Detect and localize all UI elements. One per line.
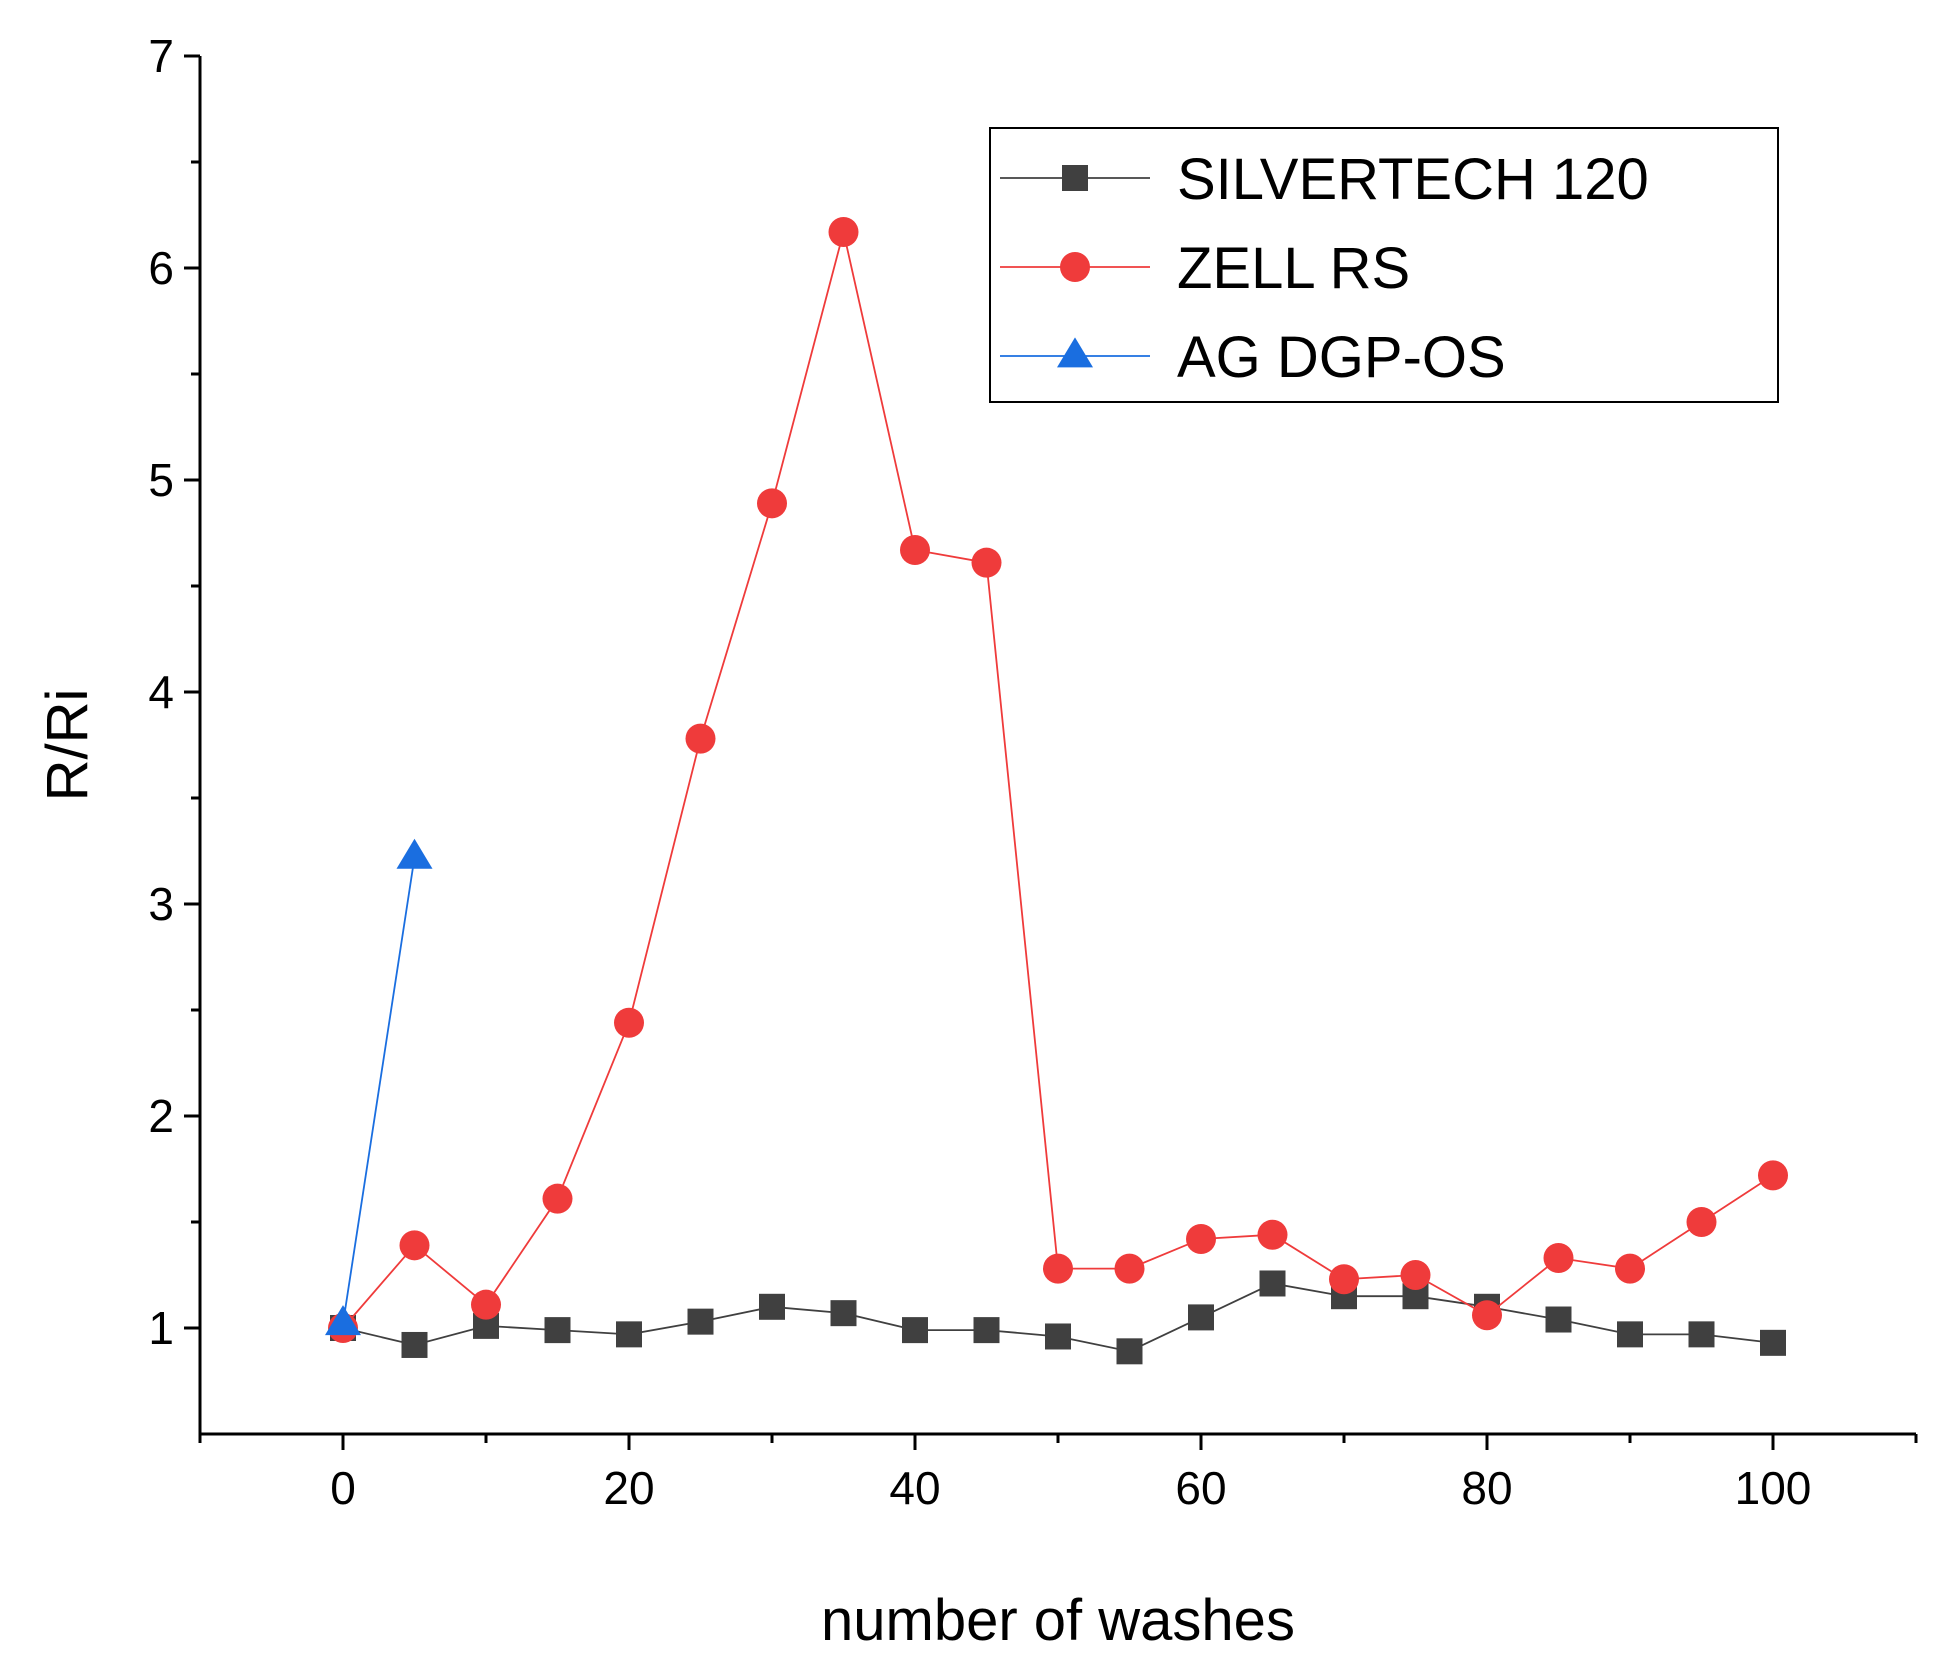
data-point-silvertech-120 <box>687 1308 714 1335</box>
data-point-silvertech-120 <box>973 1317 1000 1344</box>
data-point-zell-rs <box>971 547 1002 578</box>
data-point-zell-rs <box>900 534 930 565</box>
data-point-silvertech-120 <box>401 1331 428 1358</box>
x-tick-label: 60 <box>1175 1462 1226 1514</box>
legend-marker <box>1057 337 1093 368</box>
data-point-silvertech-120 <box>1688 1321 1715 1348</box>
data-point-zell-rs <box>757 488 787 519</box>
data-point-zell-rs <box>1257 1219 1288 1250</box>
data-point-zell-rs <box>685 723 716 754</box>
data-point-zell-rs <box>1329 1264 1359 1295</box>
data-point-silvertech-120 <box>1045 1323 1071 1350</box>
data-point-zell-rs <box>1758 1160 1788 1191</box>
data-point-zell-rs <box>614 1007 644 1038</box>
data-point-zell-rs <box>828 216 859 247</box>
series-ag-dgp-os <box>325 838 433 1336</box>
data-point-zell-rs <box>471 1289 501 1320</box>
series-line-ag-dgp-os <box>342 857 416 1324</box>
data-point-zell-rs <box>1400 1260 1431 1290</box>
series-layer <box>325 216 1788 1365</box>
data-point-zell-rs <box>1043 1253 1073 1284</box>
data-point-silvertech-120 <box>1188 1304 1214 1331</box>
data-point-zell-rs <box>1114 1253 1145 1284</box>
data-point-ag-dgp-os <box>325 1305 361 1336</box>
x-axis-title: number of washes <box>821 1588 1295 1653</box>
legend-item: SILVERTECH 120 <box>1000 147 1649 212</box>
data-point-silvertech-120 <box>544 1317 571 1344</box>
legend-marker <box>1060 252 1090 282</box>
x-tick-label: 80 <box>1461 1462 1512 1514</box>
legend-label: ZELL RS <box>1177 236 1410 301</box>
legend: SILVERTECH 120 ZELL RS AG DGP-OS <box>989 127 1779 403</box>
legend-item: ZELL RS <box>1000 236 1410 301</box>
data-point-silvertech-120 <box>1617 1321 1643 1348</box>
y-tick-label: 4 <box>148 666 174 718</box>
legend-marker <box>1062 165 1088 191</box>
data-point-zell-rs <box>1686 1207 1717 1237</box>
legend-label: SILVERTECH 120 <box>1177 147 1649 212</box>
y-tick-label: 5 <box>148 454 174 506</box>
legend-label: AG DGP-OS <box>1177 325 1506 390</box>
y-tick-label: 7 <box>148 30 174 82</box>
y-tick-label: 1 <box>148 1302 174 1354</box>
x-tick-label: 40 <box>889 1462 940 1514</box>
data-point-silvertech-120 <box>1116 1338 1143 1365</box>
y-tick-label: 2 <box>148 1090 174 1142</box>
data-point-silvertech-120 <box>830 1300 857 1327</box>
data-point-silvertech-120 <box>1760 1329 1786 1356</box>
data-point-silvertech-120 <box>616 1321 642 1348</box>
data-point-zell-rs <box>399 1230 430 1261</box>
x-tick-label: 0 <box>330 1462 356 1514</box>
ticks: 0 20 40 60 80 100 1 2 3 4 5 6 7 <box>148 30 1918 1514</box>
data-point-zell-rs <box>1615 1253 1645 1284</box>
data-point-zell-rs <box>1472 1300 1502 1331</box>
x-tick-label: 100 <box>1735 1462 1812 1514</box>
series-silvertech-120 <box>330 1270 1786 1365</box>
y-tick-label: 3 <box>148 878 174 930</box>
legend-item: AG DGP-OS <box>1000 325 1506 390</box>
data-point-zell-rs <box>542 1183 573 1214</box>
data-point-silvertech-120 <box>1545 1306 1572 1333</box>
data-point-zell-rs <box>1186 1223 1216 1254</box>
data-point-zell-rs <box>1543 1243 1574 1274</box>
data-point-silvertech-120 <box>902 1317 928 1344</box>
data-point-ag-dgp-os <box>396 838 433 869</box>
y-axis-title: R/Ri <box>35 689 100 802</box>
data-point-silvertech-120 <box>1259 1270 1286 1297</box>
x-tick-label: 20 <box>603 1462 654 1514</box>
data-point-silvertech-120 <box>759 1293 785 1320</box>
y-tick-label: 6 <box>148 242 174 294</box>
